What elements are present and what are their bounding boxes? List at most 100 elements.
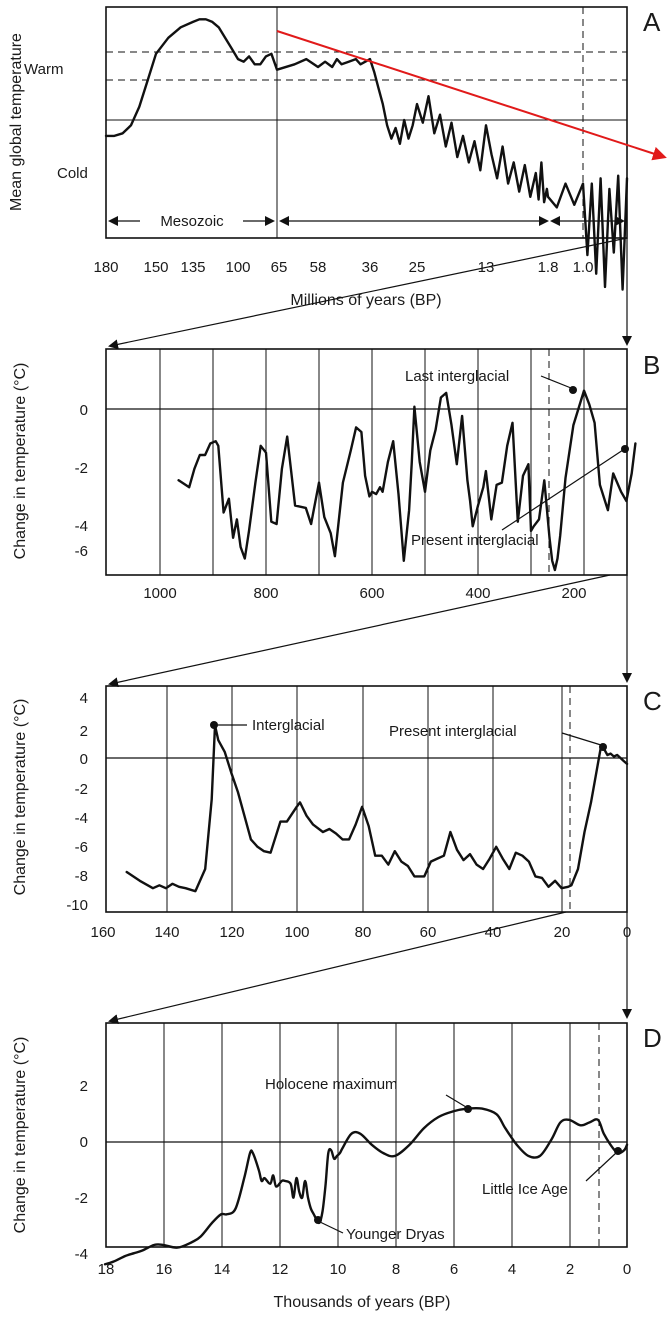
panel-d-xtick: 16: [156, 1261, 173, 1278]
panel-d-xtick: 4: [508, 1261, 516, 1278]
panel-a-xtick: 65: [271, 259, 288, 276]
panel-b-xtick: 600: [359, 585, 384, 602]
panel-d-xtick: 18: [98, 1261, 115, 1278]
panel-a-xtick: 100: [225, 259, 250, 276]
panel-b-temperature-curve: [177, 389, 637, 572]
panel-c-temperature-curve: [125, 724, 629, 893]
panel-c-xtick: 80: [355, 924, 372, 941]
panel-c-frame: [105, 685, 628, 913]
panel-a-xtick: 150: [143, 259, 168, 276]
last-interglacial-label: Last interglacial: [405, 368, 509, 385]
panel-c-xtick: 60: [420, 924, 437, 941]
panel-c-ytick: -8: [75, 868, 88, 885]
panel-b-ytick: 0: [80, 402, 88, 419]
panel-c-xtick: 100: [284, 924, 309, 941]
panel-a-temperature-curve: [104, 18, 629, 291]
present-interglacial-b-leader: [501, 449, 624, 531]
panel-c-axis-title: Change in temperature (°C): [12, 699, 29, 896]
panel-b-ytick: -4: [75, 518, 88, 535]
panel-b-x-ticks: 1000 800 600 400 200: [143, 585, 586, 602]
panel-b-xtick: 200: [561, 585, 586, 602]
panel-d-xtick: 12: [272, 1261, 289, 1278]
panel-a-xtick: 135: [180, 259, 205, 276]
present-interglacial-b-dot: [621, 445, 629, 453]
little-ice-age-leader: [585, 1152, 617, 1182]
panel-b-xtick: 800: [253, 585, 278, 602]
panel-b-xtick: 1000: [143, 585, 176, 602]
zoom-connector-b-c-left: [108, 574, 611, 688]
panel-d-x-ticks: 18 16 14 12 10 8 6 4 2 0: [98, 1261, 632, 1278]
panel-a-letter: A: [643, 7, 661, 37]
panel-d-xtick: 14: [214, 1261, 231, 1278]
panel-d-ytick: -4: [75, 1246, 88, 1263]
panel-b-xtick: 400: [465, 585, 490, 602]
panel-d-xtick: 0: [623, 1261, 631, 1278]
panel-d-frame: [105, 1022, 628, 1248]
panel-c-grid: [166, 686, 563, 912]
panel-a-ylabel-warm: Warm: [24, 61, 63, 78]
mesozoic-label: Mesozoic: [160, 213, 224, 230]
panel-b-frame: [105, 348, 628, 576]
panel-a-ylabel-cold: Cold: [57, 165, 88, 182]
panel-d-ytick: 2: [80, 1078, 88, 1095]
panel-c-y-ticks: 4 2 0 -2 -4 -6 -8 -10: [66, 690, 88, 914]
panel-a-x-ticks: 180 150 135 100 65 58 36 25 13 1.8 1.0: [93, 259, 593, 276]
panel-d-y-ticks: 2 0 -2 -4: [75, 1078, 88, 1263]
panel-b-axis-title: Change in temperature (°C): [12, 363, 29, 560]
panel-a-xtick: 25: [409, 259, 426, 276]
panel-a-xtick: 58: [310, 259, 327, 276]
present-interglacial-c-leader: [561, 732, 602, 746]
younger-dryas-leader: [319, 1221, 344, 1234]
zoom-connector-a-b-left: [108, 237, 628, 350]
panel-c-ytick: 4: [80, 690, 88, 707]
panel-a-trend-arrow: [276, 30, 667, 161]
panel-d-xtick: 10: [330, 1261, 347, 1278]
interglacial-c-label: Interglacial: [252, 717, 325, 734]
panel-c: Interglacial Present interglacial 4 2 0 …: [12, 685, 662, 941]
holocene-maximum-leader: [445, 1094, 467, 1108]
panel-c-xtick: 40: [485, 924, 502, 941]
panel-b-ytick: -6: [75, 543, 88, 560]
panel-a-frame: [105, 6, 628, 239]
panel-a-xtick: 36: [362, 259, 379, 276]
panel-c-ytick: 2: [80, 723, 88, 740]
panel-c-letter: C: [643, 686, 662, 716]
panel-d-xtick: 6: [450, 1261, 458, 1278]
present-interglacial-b-label: Present interglacial: [411, 532, 539, 549]
present-interglacial-c-label: Present interglacial: [389, 723, 517, 740]
panel-c-xtick: 120: [219, 924, 244, 941]
last-interglacial-leader: [540, 375, 572, 389]
panel-c-x-ticks: 160 140 120 100 80 60 40 20 0: [90, 924, 631, 941]
panel-c-ytick: -2: [75, 781, 88, 798]
panel-d-ytick: -2: [75, 1190, 88, 1207]
zoom-connector-c-d-left: [108, 911, 567, 1025]
panel-c-xtick: 20: [554, 924, 571, 941]
younger-dryas-label: Younger Dryas: [346, 1226, 445, 1243]
panel-d-axis-title: Change in temperature (°C): [12, 1037, 29, 1234]
panel-d-ytick: 0: [80, 1134, 88, 1151]
panel-d: Holocene maximum Younger Dryas Little Ic…: [12, 1022, 662, 1311]
panel-b-y-ticks: 0 -2 -4 -6: [75, 402, 88, 560]
panel-c-ytick: 0: [80, 751, 88, 768]
holocene-maximum-label: Holocene maximum: [265, 1076, 398, 1093]
panel-b-ytick: -2: [75, 460, 88, 477]
panel-d-x-axis-title: Thousands of years (BP): [274, 1294, 451, 1311]
panel-c-xtick: 140: [154, 924, 179, 941]
panel-d-xtick: 2: [566, 1261, 574, 1278]
panel-d-grid: [163, 1023, 571, 1247]
panel-c-xtick: 160: [90, 924, 115, 941]
panel-a-axis-title: Mean global temperature: [8, 33, 25, 211]
panel-d-xtick: 8: [392, 1261, 400, 1278]
panel-a-xtick: 1.0: [573, 259, 594, 276]
panel-a-x-axis-title: Millions of years (BP): [290, 292, 441, 309]
panel-a-xtick: 180: [93, 259, 118, 276]
little-ice-age-label: Little Ice Age: [482, 1181, 568, 1198]
panel-a-xtick: 1.8: [538, 259, 559, 276]
panel-b-letter: B: [643, 350, 660, 380]
panel-c-ytick: -6: [75, 839, 88, 856]
panel-b: Last interglacial Present interglacial 0…: [12, 348, 660, 602]
panel-a: Warm Cold Mean global temperature Mesozo…: [8, 6, 667, 309]
panel-c-ytick: -4: [75, 810, 88, 827]
panel-d-letter: D: [643, 1023, 662, 1053]
